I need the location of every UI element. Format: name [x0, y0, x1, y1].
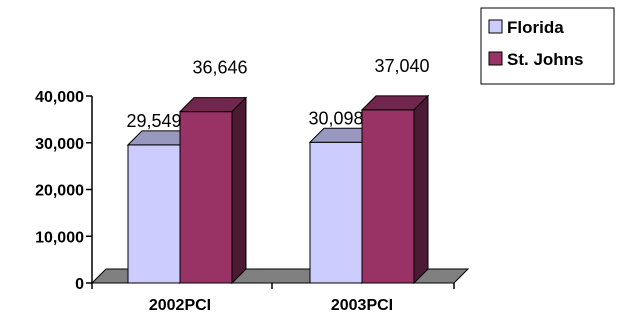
- y-tick-label: 40,000: [35, 89, 84, 106]
- y-tick-label: 10,000: [35, 229, 84, 246]
- x-tick-label: 2002PCI: [149, 297, 211, 314]
- y-tick-label: 0: [75, 276, 84, 293]
- data-label: 36,646: [192, 58, 247, 78]
- bar-side: [231, 96, 247, 285]
- x-tick-label: 2003PCI: [331, 297, 393, 314]
- y-tick-label: 20,000: [35, 183, 84, 200]
- legend: Florida St. Johns: [480, 7, 615, 85]
- data-label: 37,040: [374, 56, 429, 76]
- legend-swatch: [488, 19, 503, 34]
- bar-side: [413, 94, 429, 285]
- legend-box: [480, 7, 615, 85]
- data-label: 29,549: [126, 111, 181, 131]
- bar-front: [309, 141, 363, 284]
- legend-label: Florida: [507, 18, 564, 37]
- y-tick-label: 30,000: [35, 136, 84, 153]
- data-label: 30,098: [308, 108, 363, 128]
- bars: [126, 94, 430, 285]
- legend-swatch: [488, 51, 503, 66]
- data-labels: 29,549 36,646 30,098 37,040: [126, 56, 429, 131]
- bar-front: [361, 109, 415, 284]
- bar-front: [127, 144, 181, 284]
- bar-front: [179, 111, 233, 284]
- y-axis: 0 10,000 20,000 30,000 40,000 2002PCI 2003PCI: [35, 89, 455, 314]
- legend-label: St. Johns: [507, 50, 584, 69]
